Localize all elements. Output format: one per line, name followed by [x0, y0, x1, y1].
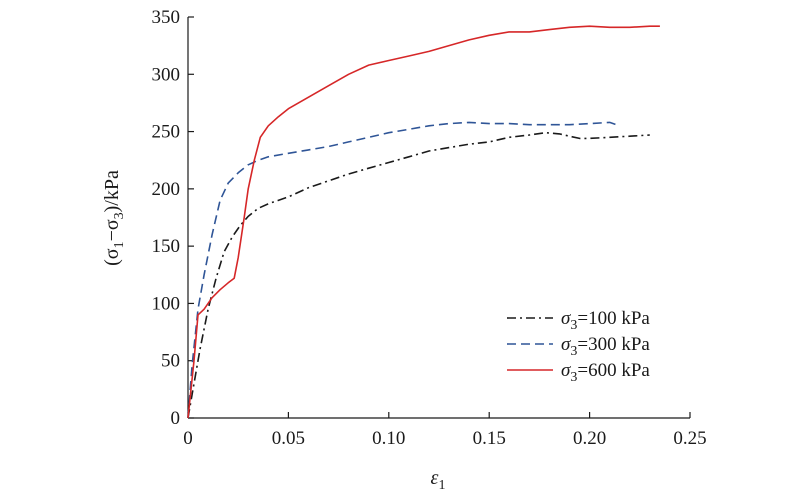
x-tick-label: 0.05 [272, 428, 305, 449]
y-tick-label: 0 [171, 408, 181, 429]
legend-label-2: σ3=300 kPa [561, 334, 650, 359]
series-line-1 [187, 131, 650, 419]
x-axis-ticks: 0 0.05 0.10 0.15 0.20 0.25 [183, 412, 707, 449]
legend-label-sub: 3 [570, 370, 577, 385]
legend-label-1: σ3=100 kPa [561, 308, 650, 333]
series-line-3 [187, 25, 660, 419]
y-tick-label: 300 [152, 64, 181, 85]
legend-label-symbol: σ [561, 334, 571, 355]
plot-area: 0 0.05 0.10 0.15 0.20 0.25 0 50 100 150 200 250 300… [152, 7, 707, 449]
legend-label-symbol: σ [561, 308, 571, 329]
y-tick-label: 50 [161, 351, 180, 372]
y-axis-label-close: )/kPa [101, 170, 123, 212]
legend-label-sub: 3 [570, 344, 577, 359]
x-tick-label: 0 [183, 428, 193, 449]
series-group [187, 25, 660, 419]
legend-label-symbol: σ [561, 360, 571, 381]
y-axis-label-sub2: 3 [112, 212, 127, 219]
y-tick-label: 100 [152, 293, 181, 314]
y-tick-label: 150 [152, 236, 181, 257]
legend-label-3: σ3=600 kPa [561, 360, 650, 385]
x-tick-label: 0.25 [673, 428, 706, 449]
x-tick-label: 0.15 [473, 428, 506, 449]
legend-label-rest: =100 kPa [577, 308, 650, 329]
legend-label-sub: 3 [570, 318, 577, 333]
y-axis-label-minus: −σ [101, 219, 123, 241]
x-axis-label-sub: 1 [438, 478, 445, 493]
y-axis-ticks: 0 50 100 150 200 250 300 350 [152, 7, 194, 429]
y-axis-label-sub1: 1 [112, 241, 127, 248]
legend-label-rest: =300 kPa [577, 334, 650, 355]
legend-label-rest: =600 kPa [577, 360, 650, 381]
y-tick-label: 200 [152, 179, 181, 200]
x-axis-label-symbol: ε [431, 467, 439, 489]
x-tick-label: 0.20 [573, 428, 606, 449]
x-tick-label: 0.10 [372, 428, 405, 449]
y-axis-label: (σ1−σ3)/kPa [101, 170, 127, 266]
y-tick-label: 250 [152, 122, 181, 143]
y-axis-label-open: (σ [101, 248, 123, 266]
x-axis-label: ε1 [431, 467, 446, 493]
y-tick-label: 350 [152, 7, 181, 28]
series-line-2 [187, 121, 620, 419]
